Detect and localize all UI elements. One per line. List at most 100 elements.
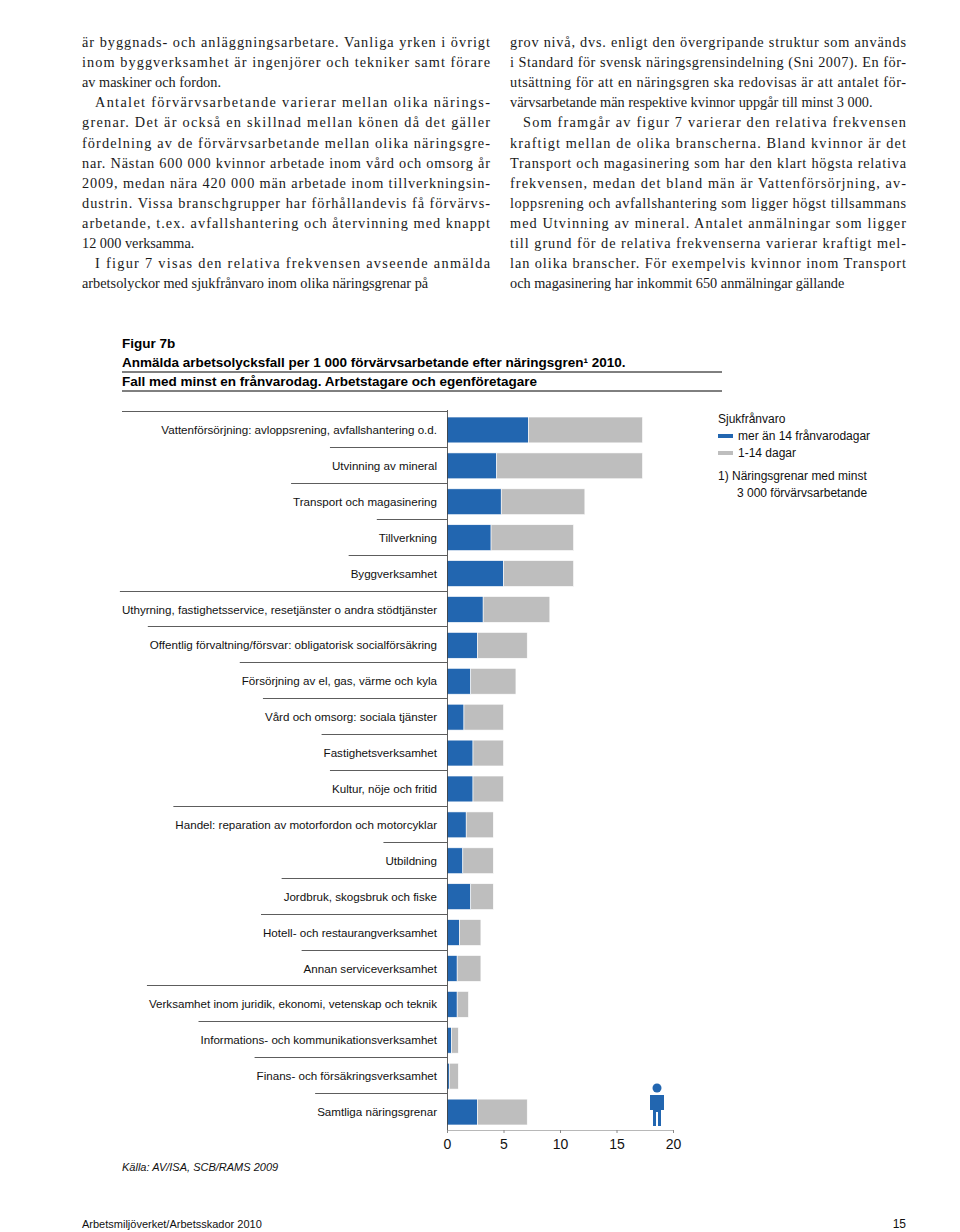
label-rule xyxy=(148,626,447,627)
category-label: Offentlig förvaltning/försvar: obligator… xyxy=(150,638,437,651)
body-text-line: fördelning av de förvärvsarbetande mella… xyxy=(82,135,490,151)
label-rule xyxy=(330,770,447,771)
label-rule xyxy=(330,447,447,448)
legend-label: mer än 14 frånvarodagar xyxy=(738,429,870,443)
bar-segment xyxy=(447,525,491,551)
x-tick: 20 xyxy=(666,1130,682,1152)
bar-segment xyxy=(447,956,457,982)
caption-rule xyxy=(122,372,722,373)
right-column: grov nivå, dvs. enligt den övergripande … xyxy=(510,34,907,291)
x-axis-line xyxy=(448,1131,674,1134)
bar-segment xyxy=(466,812,493,838)
label-rule xyxy=(147,985,447,986)
x-tick-label: 5 xyxy=(500,1136,508,1152)
bar-segment xyxy=(528,417,642,443)
bar-segment xyxy=(473,740,504,766)
series-0 xyxy=(447,417,528,1125)
body-text-line: kraftigt mellan de olika branscherna. Bl… xyxy=(510,135,906,151)
label-rule xyxy=(199,1021,447,1022)
x-tick-mark xyxy=(560,1130,561,1133)
figure-label: Figur 7b xyxy=(122,336,175,351)
bar-segment xyxy=(497,453,643,479)
legend: Sjukfrånvaro mer än 14 frånvarodagar 1-14 … xyxy=(718,412,870,460)
body-text-line: är byggnads- och anläggningsarbetare. Va… xyxy=(82,34,490,50)
category-label: Hotell- och restaurangverksamhet xyxy=(263,926,438,939)
body-text-line: Transport och magasinering som har den k… xyxy=(510,155,907,171)
category-label: Utbildning xyxy=(385,854,437,867)
label-rule xyxy=(173,806,447,807)
category-label: Handel: reparation av motorfordon och mo… xyxy=(175,818,437,831)
bar-segment xyxy=(478,1099,528,1125)
category-label: Utvinning av mineral xyxy=(332,459,437,472)
body-text-line: arbetande, t.ex. avfallshantering och åt… xyxy=(82,215,490,231)
x-tick: 10 xyxy=(553,1130,569,1152)
body-text-line: med Utvinning av mineral. Antalet anmäln… xyxy=(510,215,906,231)
person-icon xyxy=(650,1084,664,1127)
bar-segment xyxy=(459,920,480,946)
bar-segment xyxy=(478,632,528,658)
bar-segment xyxy=(447,991,457,1017)
icon-head xyxy=(653,1084,662,1093)
category-label: Vattenförsörjning: avloppsrening, avfall… xyxy=(161,423,437,436)
bar-segment xyxy=(447,489,501,515)
label-rule xyxy=(291,483,447,484)
bar-segment xyxy=(447,920,459,946)
bar-segment xyxy=(447,561,504,587)
bar-segment xyxy=(452,1027,459,1053)
bar-segment xyxy=(471,884,494,910)
label-rule xyxy=(302,950,447,951)
bar-segment xyxy=(457,991,468,1017)
body-text-line: grov nivå, dvs. enligt den övergripande … xyxy=(510,34,906,50)
bar-segment xyxy=(447,812,466,838)
bar-segment xyxy=(447,597,483,623)
x-tick: 15 xyxy=(609,1130,625,1152)
body-text-line: utsättning för att en näringsgren ska re… xyxy=(510,74,906,90)
bar-segment xyxy=(473,776,504,802)
category-label: Verksamhet inom juridik, ekonomi, vetens… xyxy=(149,997,437,1010)
x-tick-mark xyxy=(504,1130,505,1133)
category-label: Tillverkning xyxy=(379,531,437,544)
legend-title: Sjukfrånvaro xyxy=(718,412,786,426)
footnote: 1) Näringsgrenar med minst3 000 förvärvs… xyxy=(718,469,867,500)
label-rule xyxy=(240,662,447,663)
body-text-line: inom byggverksamhet är ingenjörer och te… xyxy=(82,54,490,70)
bar-segment xyxy=(457,956,481,982)
bar-segment xyxy=(447,632,478,658)
legend-swatch xyxy=(718,434,733,438)
label-rule xyxy=(120,591,447,592)
bar-segment xyxy=(483,597,550,623)
bar-segment xyxy=(471,668,516,694)
category-label: Informations- och kommunikationsverksamh… xyxy=(201,1033,438,1046)
x-tick-label: 15 xyxy=(609,1136,625,1152)
label-rule xyxy=(349,555,447,556)
body-text-line: dustrin. Vissa branschgrupper har förhål… xyxy=(82,195,490,211)
page: är byggnads- och anläggningsarbetare. Va… xyxy=(0,0,960,1232)
label-rule xyxy=(122,411,447,412)
bar-segment xyxy=(447,704,464,730)
body-text-line: nar. Nästan 600 000 kvinnor arbetade ino… xyxy=(82,155,490,171)
caption-rule xyxy=(122,391,722,392)
body-text-line: i Standard för svensk näringsgrensindeln… xyxy=(510,54,906,71)
category-axis-line xyxy=(447,410,448,1130)
series-1 xyxy=(449,417,642,1125)
legend-swatch xyxy=(718,451,733,455)
category-label: Transport och magasinering xyxy=(293,495,437,508)
x-tick: 0 xyxy=(444,1130,452,1152)
chart-title: Anmälda arbetsolycksfall per 1 000 förvä… xyxy=(122,355,625,370)
bar-segment xyxy=(447,453,497,479)
category-label: Byggverksamhet xyxy=(351,567,438,580)
body-text-line: loppsrening och avfallshantering som lig… xyxy=(510,195,906,211)
category-label: Fastighetsverksamhet xyxy=(324,746,438,759)
x-axis: 0 5 10 15 20 xyxy=(444,1130,682,1152)
bar-segment xyxy=(447,417,528,443)
category-label: Uthyrning, fastighetsservice, resetjänst… xyxy=(122,603,437,616)
x-tick-mark xyxy=(617,1130,618,1133)
bar-segment xyxy=(449,1063,458,1089)
category-label: Samtliga näringsgrenar xyxy=(317,1105,437,1118)
legend-label: 1-14 dagar xyxy=(738,446,796,460)
bar-segment xyxy=(447,848,463,874)
source-note: Källa: AV/ISA, SCB/RAMS 2009 xyxy=(122,1161,278,1173)
left-column: är byggnads- och anläggningsarbetare. Va… xyxy=(82,34,491,291)
body-text-line: Som framgår av figur 7 varierar den rela… xyxy=(523,114,906,130)
x-tick-label: 20 xyxy=(666,1136,682,1152)
